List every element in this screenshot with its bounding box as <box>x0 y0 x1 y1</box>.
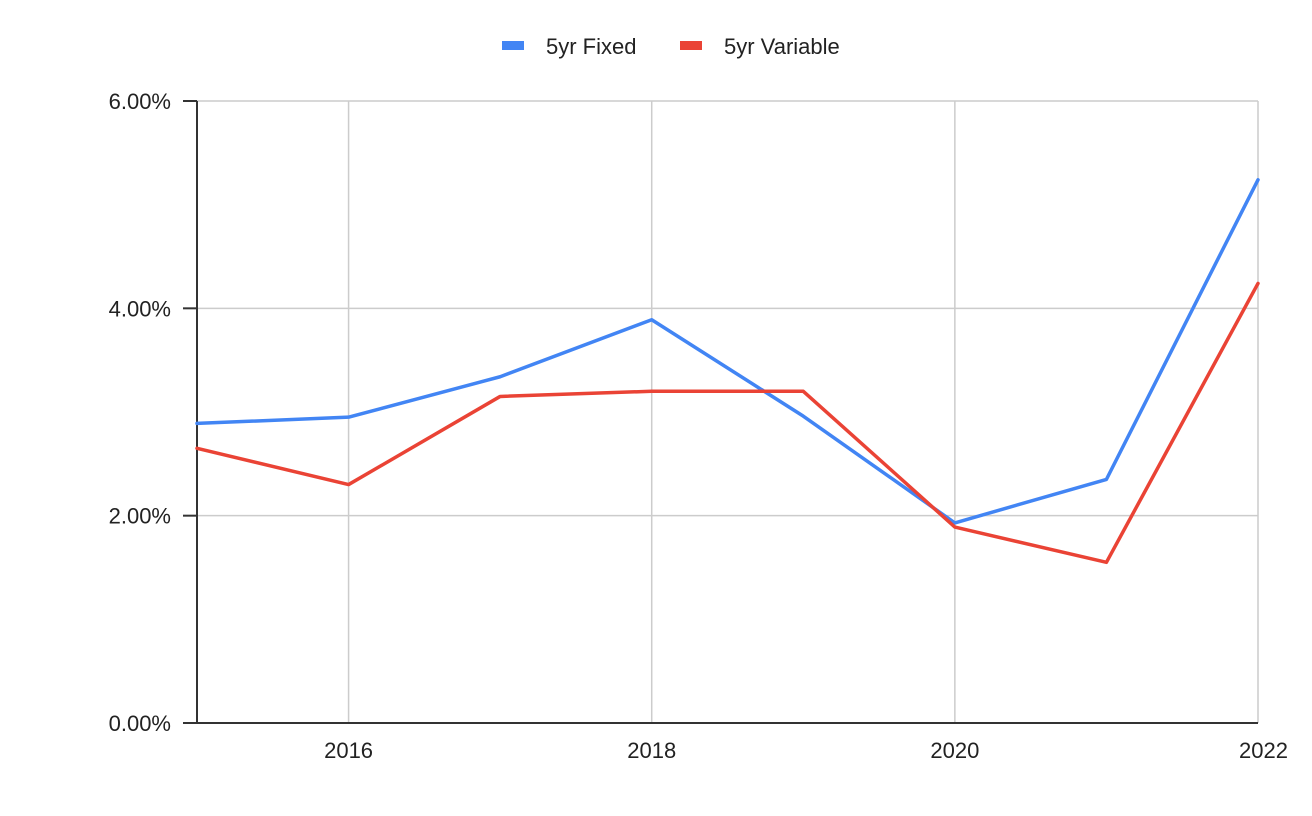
series-lines <box>195 178 1260 565</box>
x-tick-label: 2020 <box>930 738 979 763</box>
legend-label: 5yr Fixed <box>546 34 636 59</box>
legend-swatch <box>680 41 702 50</box>
gridlines <box>197 100 1259 723</box>
x-tick-label: 2018 <box>627 738 676 763</box>
legend-swatch <box>502 41 524 50</box>
y-axis-tick-labels: 0.00% 2.00% 4.00% 6.00% <box>109 89 171 736</box>
y-tick-label: 4.00% <box>109 296 171 321</box>
y-tick-label: 6.00% <box>109 89 171 114</box>
series-line-5yr-fixed <box>195 178 1260 525</box>
axes <box>183 100 1258 724</box>
legend: 5yr Fixed 5yr Variable <box>502 34 840 59</box>
x-axis-tick-labels: 2016 2018 2020 2022 <box>324 738 1288 763</box>
legend-label: 5yr Variable <box>724 34 840 59</box>
y-tick-label: 2.00% <box>109 504 171 529</box>
x-tick-label: 2016 <box>324 738 373 763</box>
x-tick-label: 2022 <box>1239 738 1288 763</box>
series-line-5yr-variable <box>195 281 1260 565</box>
y-tick-label: 0.00% <box>109 711 171 736</box>
